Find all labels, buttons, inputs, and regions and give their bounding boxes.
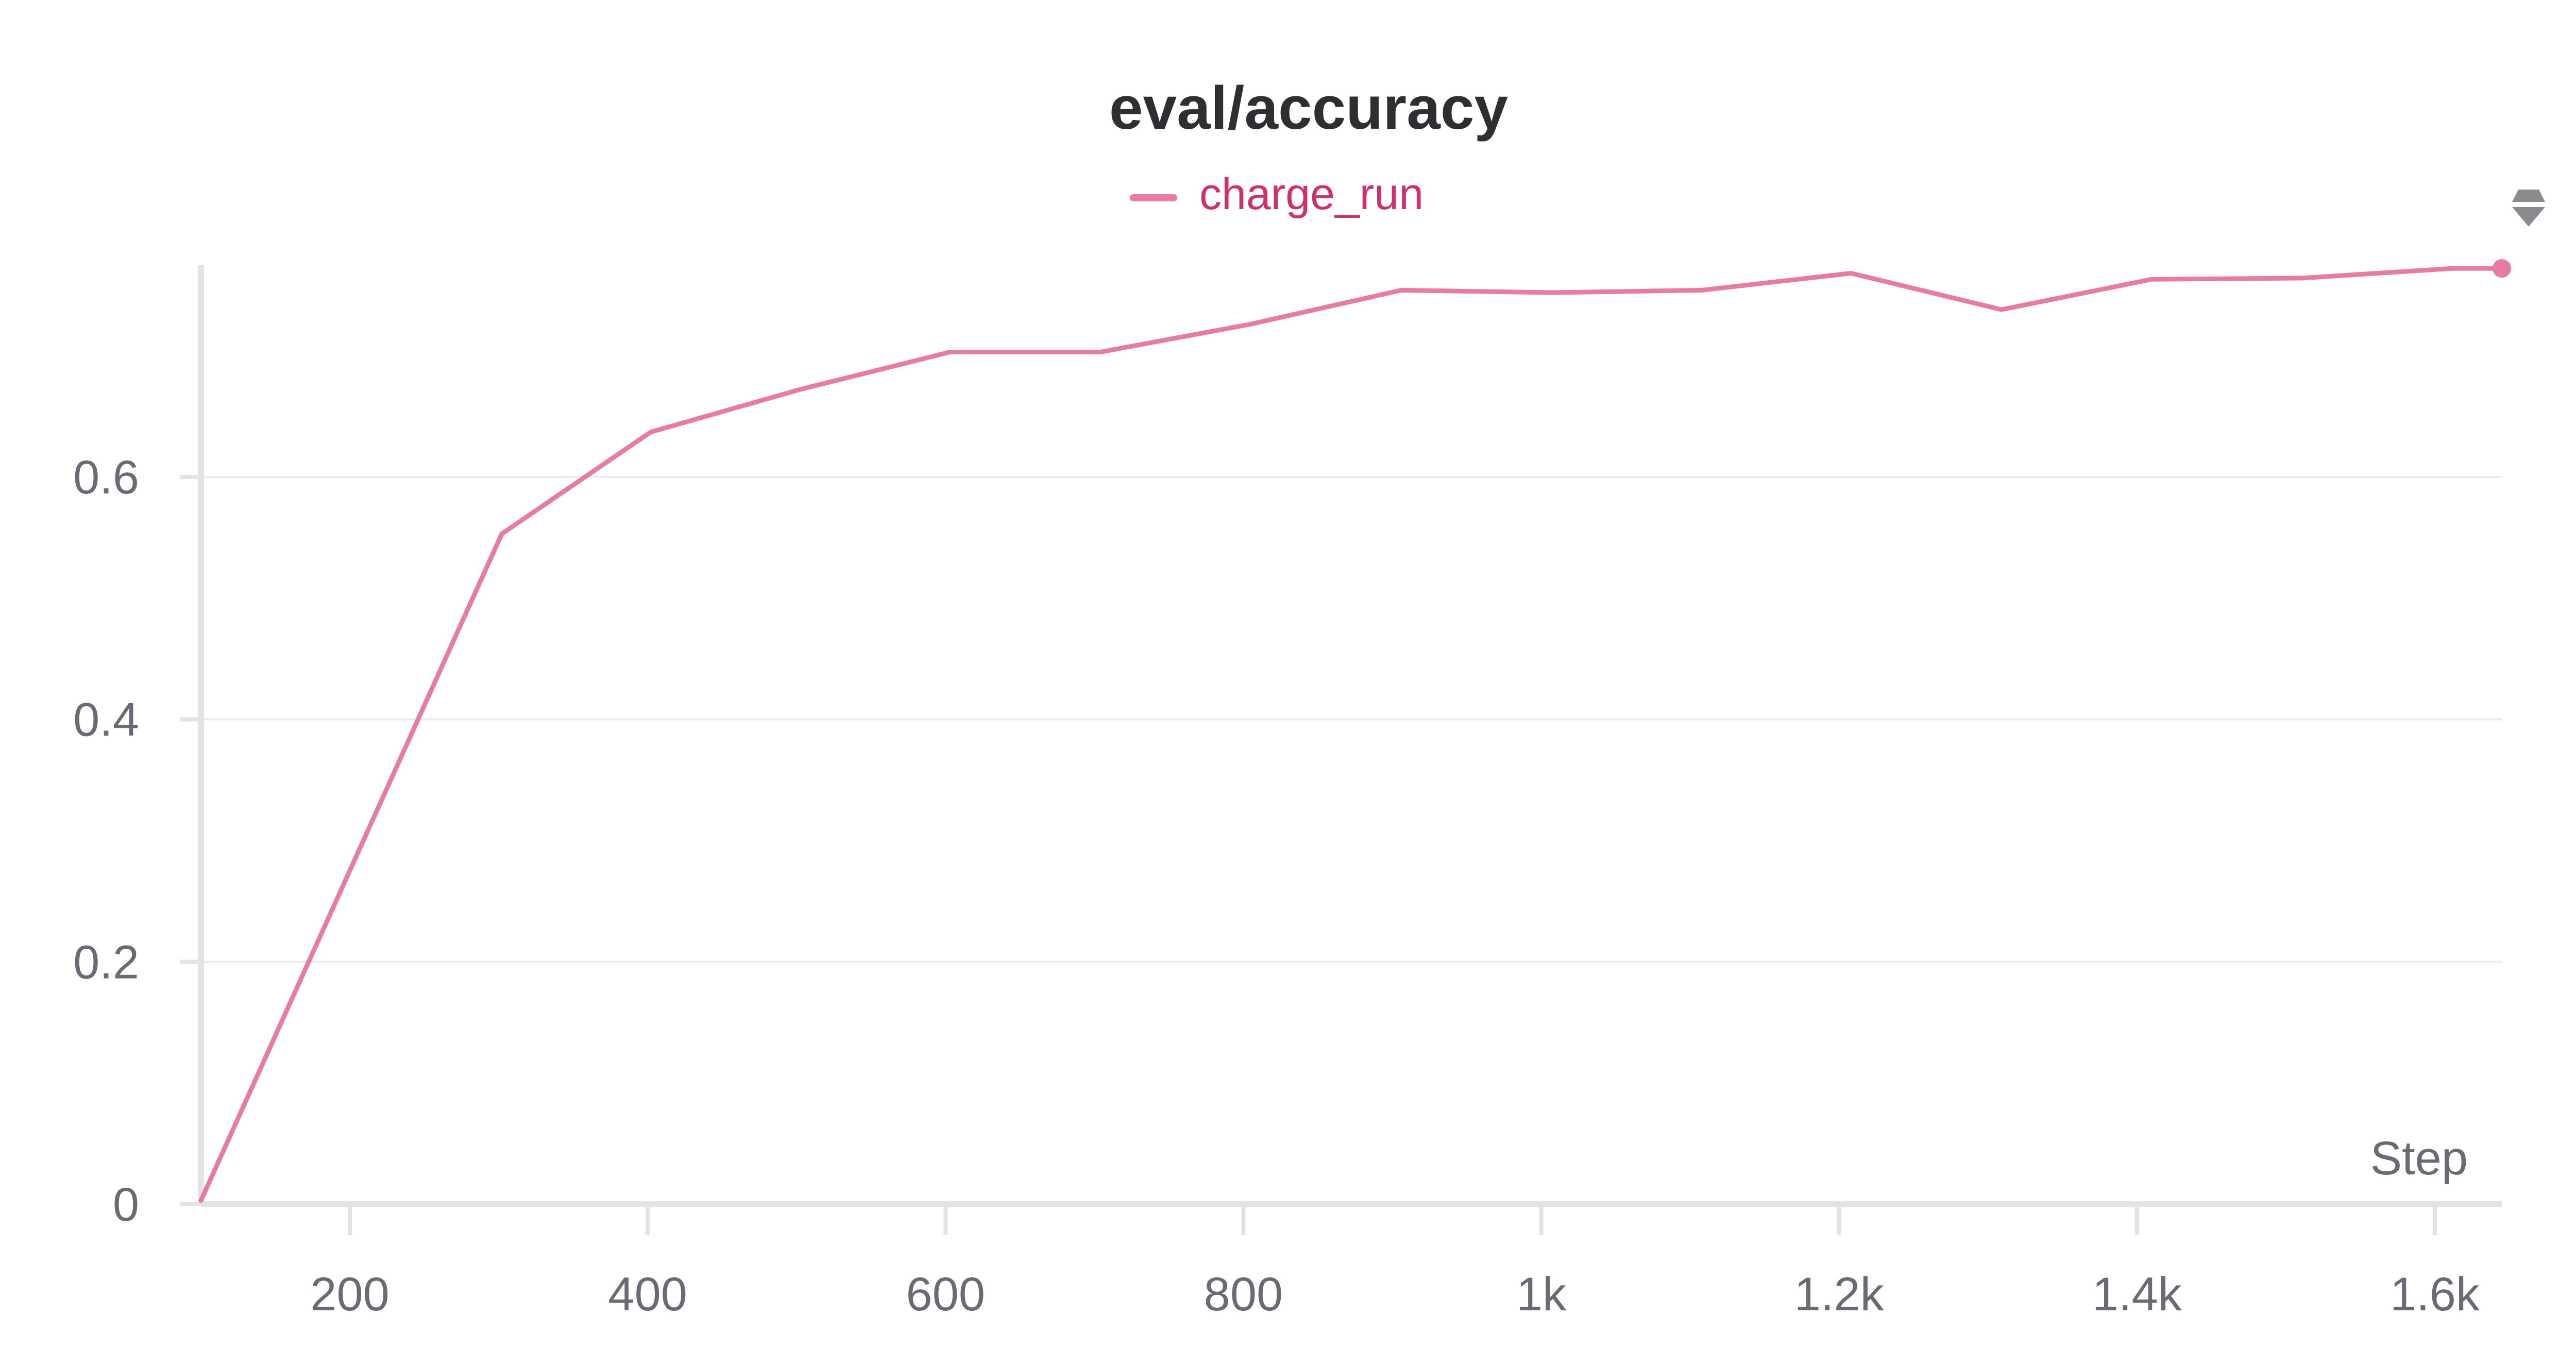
x-tick-label: 1.2k (1794, 1268, 1885, 1321)
y-tick-label: 0.6 (73, 451, 139, 504)
x-tick-label: 1.6k (2390, 1268, 2480, 1321)
legend-label-charge-run: charge_run (1199, 169, 1423, 219)
grid (201, 475, 2502, 963)
x-tick-label: 600 (906, 1268, 986, 1321)
x-axis-label: Step (2370, 1132, 2468, 1185)
legend[interactable]: charge_run (1130, 169, 1423, 219)
x-tick-label: 400 (608, 1268, 687, 1321)
tick-labels: 0 0.2 0.4 0.6 200 400 600 800 1k 1.2k 1.4k 1.6k (73, 451, 2480, 1321)
series-end-point[interactable] (2493, 259, 2511, 278)
sort-arrows-icon[interactable] (2512, 190, 2545, 227)
x-tick-label: 800 (1204, 1268, 1283, 1321)
x-tick-label: 1k (1516, 1268, 1567, 1321)
x-tick-label: 200 (310, 1268, 389, 1321)
x-tick-label: 1.4k (2092, 1268, 2182, 1321)
chart-title: eval/accuracy (1109, 74, 1508, 142)
series-line-charge-run[interactable] (198, 266, 2504, 1203)
axes (180, 265, 2502, 1235)
series (198, 259, 2511, 1203)
y-tick-label: 0 (113, 1178, 139, 1231)
y-tick-label: 0.4 (73, 694, 139, 746)
y-tick-label: 0.2 (73, 936, 139, 988)
